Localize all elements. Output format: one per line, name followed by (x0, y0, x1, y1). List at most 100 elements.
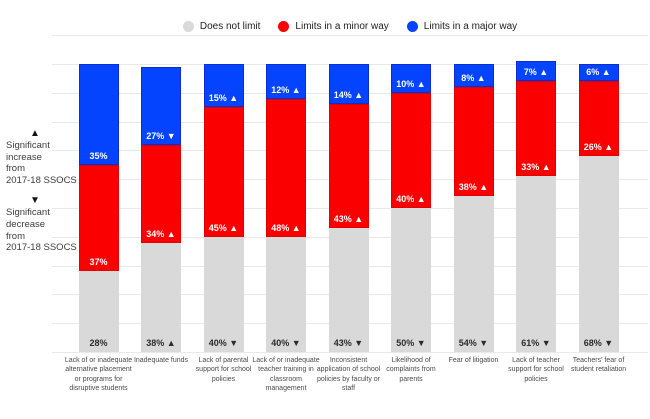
bar-segment-does-not-limit (516, 176, 556, 352)
segment-value-label: 26% ▲ (583, 142, 614, 153)
segment-value-label: 12% ▲ (271, 84, 301, 95)
legend-dot-icon (278, 20, 290, 32)
bar-segment-limits-in-a-major-way (328, 64, 369, 105)
category-label: Lack of or inadequate teacher training i… (252, 357, 320, 393)
bar-segment-does-not-limit (328, 228, 369, 352)
legend-item: Does not limit (182, 20, 261, 32)
annotation-line: decrease (6, 218, 46, 230)
bar-segment-limits-in-a-major-way (391, 64, 431, 93)
bar-segment-does-not-limit (78, 271, 119, 352)
category-label: Lack of or inadequate alternative placem… (64, 357, 133, 393)
category-label: Lack of teacher support for school polic… (508, 357, 564, 383)
segment-value-label: 43% ▲ (333, 214, 364, 225)
annotation-line: 2017-18 SSOCS (6, 242, 77, 254)
bar-segment-limits-in-a-minor-way (453, 87, 494, 197)
legend-dot-icon (406, 20, 418, 32)
bar-group: 61% ▼ 33% ▲ 7% ▲ (516, 35, 556, 352)
bar-segment-limits-in-a-minor-way (78, 164, 119, 272)
segment-value-label: 54% ▼ (458, 338, 489, 348)
category-label: Inadequate funds (133, 357, 189, 364)
up-triangle-icon: ▲ (30, 128, 40, 139)
segment-value-label: 14% ▲ (333, 90, 364, 101)
bar-segment-does-not-limit (453, 196, 494, 352)
bar-segment-limits-in-a-minor-way (328, 104, 369, 229)
decrease-annotation: ▼ Significant decrease from 2017-18 SSOC… (6, 195, 82, 253)
segment-value-label: 68% ▼ (583, 338, 614, 348)
bar-segment-limits-in-a-major-way (453, 64, 494, 88)
bar-segment-limits-in-a-minor-way (516, 81, 556, 177)
legend-label: Does not limit (199, 20, 261, 32)
legend-item: Limits in a major way (406, 20, 518, 32)
bar-group: 38% ▲ 34% ▲ 27% ▼ (141, 35, 181, 352)
bar-group: 54% ▼ 38% ▲ 8% ▲ (453, 35, 494, 352)
bar-segment-limits-in-a-minor-way (266, 98, 306, 237)
segment-value-label: 43% ▼ (333, 338, 364, 348)
bar-segment-limits-in-a-minor-way (141, 144, 181, 243)
bar-segment-does-not-limit (266, 236, 306, 352)
segment-value-label: 40% ▼ (208, 338, 239, 348)
bar-group: 28% 37% 35% (78, 35, 119, 352)
segment-value-label: 10% ▲ (396, 78, 426, 89)
segment-value-label: 50% ▼ (396, 338, 426, 348)
category-label: Likelihood of complaints from parents (386, 357, 436, 383)
legend-item: Limits in a minor way (278, 20, 389, 32)
segment-value-label: 8% ▲ (461, 73, 486, 84)
gridline (52, 352, 648, 353)
category-label: Fear of litigation (448, 357, 499, 364)
annotation-line: from (6, 163, 25, 175)
annotation-line: Significant (6, 140, 50, 151)
bar-segment-limits-in-a-major-way (266, 64, 306, 99)
bar-segment-does-not-limit (578, 156, 619, 352)
bar-group: 43% ▼ 43% ▲ 14% ▲ (328, 35, 369, 352)
annotation-line: increase (6, 151, 42, 163)
segment-value-label: 38% ▲ (458, 182, 489, 193)
segment-value-label: 27% ▼ (146, 130, 176, 141)
chart-legend: Does not limit Limits in a minor way Limit… (52, 18, 648, 34)
bar-segment-limits-in-a-minor-way (391, 92, 431, 208)
category-label: Lack of parental support for school poli… (195, 357, 252, 383)
bar-segment-limits-in-a-major-way (203, 64, 244, 108)
segment-value-label: 35% (89, 150, 108, 161)
segment-value-label: 37% (89, 257, 108, 268)
bar-segment-limits-in-a-major-way (578, 64, 619, 82)
legend-label: Limits in a major way (423, 20, 518, 32)
increase-annotation: ▲ Significant increase from 2017-18 SSOC… (6, 128, 82, 186)
segment-value-label: 48% ▲ (271, 222, 301, 233)
significance-annotation: ▲ Significant increase from 2017-18 SSOC… (6, 128, 82, 263)
segment-value-label: 61% ▼ (521, 338, 551, 348)
bar-segment-limits-in-a-minor-way (203, 107, 244, 237)
bar-group: 40% ▼ 48% ▲ 12% ▲ (266, 35, 306, 352)
category-axis: Lack of or inadequate alternative placem… (0, 356, 650, 419)
plot-area: 28% 37% 35% 38% ▲ 34% ▲ 27% ▼ 40% ▼ 45% ▲ 15% ▲ 4… (52, 35, 648, 353)
bar-segment-does-not-limit (141, 242, 181, 352)
annotation-line: Significant (6, 207, 50, 219)
segment-value-label: 15% ▲ (208, 93, 239, 104)
bar-segment-limits-in-a-minor-way (578, 81, 619, 157)
bar-group: 40% ▼ 45% ▲ 15% ▲ (203, 35, 244, 352)
bar-segment-limits-in-a-major-way (78, 64, 119, 165)
legend-label: Limits in a minor way (295, 20, 389, 32)
gridline (52, 35, 648, 37)
segment-value-label: 7% ▲ (523, 67, 549, 78)
legend-dot-icon (182, 20, 194, 32)
annotation-line: from (6, 230, 25, 242)
down-triangle-icon: ▼ (30, 195, 40, 207)
segment-value-label: 40% ▼ (271, 338, 301, 348)
bar-segment-does-not-limit (391, 208, 431, 352)
bar-segment-limits-in-a-major-way (516, 61, 556, 82)
segment-value-label: 34% ▲ (146, 228, 176, 239)
segment-value-label: 28% (89, 338, 108, 348)
bar-group: 68% ▼ 26% ▲ 6% ▲ (578, 35, 619, 352)
segment-value-label: 45% ▲ (208, 222, 239, 233)
segment-value-label: 38% ▲ (146, 338, 176, 348)
bar-group: 50% ▼ 40% ▲ 10% ▲ (391, 35, 431, 352)
bar-segment-does-not-limit (203, 236, 244, 352)
annotation-line: 2017-18 SSOCS (6, 174, 77, 186)
bar-segment-limits-in-a-major-way (141, 66, 181, 145)
segment-value-label: 6% ▲ (586, 67, 611, 78)
category-label: Teachers' fear of student retaliation (570, 357, 627, 374)
segment-value-label: 40% ▲ (396, 194, 426, 204)
category-label: Inconsistent application of school polic… (316, 357, 381, 393)
segment-value-label: 33% ▲ (521, 162, 551, 173)
